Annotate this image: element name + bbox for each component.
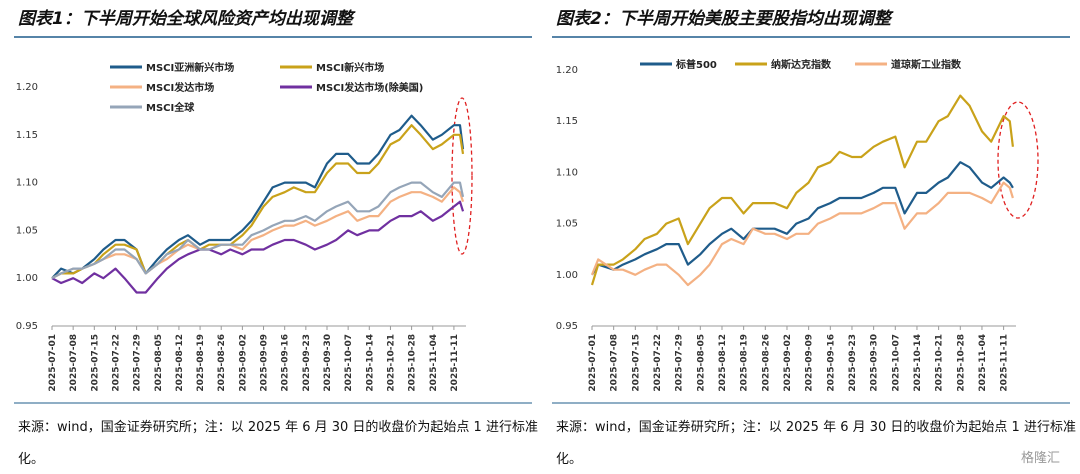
series-line — [51, 186, 465, 280]
y-tick-label: 0.95 — [16, 321, 38, 332]
x-tick-label: 2025-09-09 — [260, 334, 270, 392]
x-tick-label: 2025-10-21 — [386, 334, 396, 392]
x-tick-label: 2025-08-05 — [154, 334, 164, 392]
x-tick-label: 2025-10-21 — [935, 334, 945, 392]
highlight-ellipse — [997, 101, 1039, 219]
x-tick-label: 2025-10-14 — [365, 334, 375, 392]
watermark: 格隆汇 — [1021, 450, 1060, 466]
x-tick-label: 2025-09-02 — [783, 334, 793, 392]
x-tick-label: 2025-11-11 — [1000, 334, 1010, 392]
y-tick-label: 1.05 — [556, 219, 578, 230]
x-tick-label: 2025-11-11 — [450, 334, 460, 392]
x-tick-label: 2025-10-14 — [913, 334, 923, 392]
x-tick-label: 2025-08-19 — [740, 334, 750, 392]
x-tick-label: 2025-11-04 — [429, 334, 439, 392]
y-tick-label: 1.15 — [556, 116, 578, 127]
legend-label: 标普500 — [675, 58, 717, 71]
series-line — [590, 181, 1014, 287]
legend-label: MSCI发达市场(除美国) — [316, 81, 423, 94]
x-tick-label: 2025-11-04 — [978, 334, 988, 392]
x-tick-label: 2025-08-26 — [761, 334, 771, 392]
series-line — [51, 200, 465, 294]
series-line — [51, 181, 465, 280]
x-tick-label: 2025-10-28 — [408, 334, 418, 392]
x-tick-label: 2025-08-12 — [718, 334, 728, 392]
x-tick-label: 2025-07-15 — [631, 334, 641, 392]
x-tick-label: 2025-09-02 — [238, 334, 248, 392]
x-tick-label: 2025-09-30 — [323, 334, 333, 392]
legend-label: MSCI亚洲新兴市场 — [146, 61, 234, 74]
x-tick-label: 2025-08-12 — [175, 334, 185, 392]
legend-label: 纳斯达克指数 — [771, 58, 832, 71]
x-tick-label: 2025-07-22 — [653, 334, 663, 392]
y-tick-label: 1.00 — [16, 273, 38, 284]
x-tick-label: 2025-07-01 — [588, 334, 598, 392]
x-tick-label: 2025-07-01 — [48, 334, 58, 392]
legend-label: MSCI新兴市场 — [316, 61, 384, 74]
y-tick-label: 1.10 — [556, 167, 578, 178]
y-tick-label: 0.95 — [556, 321, 578, 332]
source-note: 来源：wind，国金证券研究所；注：以 2025 年 6 月 30 日的收盘价为… — [556, 420, 1076, 467]
x-tick-label: 2025-08-05 — [696, 334, 706, 392]
legend-label: 道琼斯工业指数 — [891, 58, 962, 71]
chart-title: 图表2：下半周开始美股主要股指均出现调整 — [556, 9, 894, 29]
y-tick-label: 1.10 — [16, 178, 38, 189]
x-tick-label: 2025-07-22 — [111, 334, 121, 392]
x-tick-label: 2025-07-08 — [69, 334, 79, 392]
x-tick-label: 2025-07-08 — [610, 334, 620, 392]
legend-label: MSCI全球 — [146, 101, 195, 114]
series-line — [591, 161, 1014, 276]
series-line — [51, 124, 465, 280]
y-tick-label: 1.05 — [16, 225, 38, 236]
y-tick-label: 1.20 — [556, 65, 578, 76]
source-note: 来源：wind，国金证券研究所；注：以 2025 年 6 月 30 日的收盘价为… — [18, 420, 538, 467]
y-tick-label: 1.15 — [16, 130, 38, 141]
chart-title: 图表1：下半周开始全球风险资产均出现调整 — [18, 9, 356, 29]
y-tick-label: 1.20 — [16, 82, 38, 93]
x-tick-label: 2025-09-16 — [826, 334, 836, 392]
legend-label: MSCI发达市场 — [146, 81, 214, 94]
x-tick-label: 2025-10-07 — [891, 334, 901, 392]
x-tick-label: 2025-09-30 — [870, 334, 880, 392]
series-line — [590, 94, 1014, 286]
x-tick-label: 2025-08-26 — [217, 334, 227, 392]
x-tick-label: 2025-07-15 — [90, 334, 100, 392]
x-tick-label: 2025-08-19 — [196, 334, 206, 392]
x-tick-label: 2025-09-23 — [848, 334, 858, 392]
y-tick-label: 1.00 — [556, 270, 578, 281]
x-tick-label: 2025-09-16 — [281, 334, 291, 392]
x-tick-label: 2025-07-29 — [133, 334, 143, 392]
x-tick-label: 2025-09-09 — [805, 334, 815, 392]
highlight-ellipse — [451, 97, 473, 255]
series-line — [51, 114, 465, 279]
x-tick-label: 2025-07-29 — [675, 334, 685, 392]
x-tick-label: 2025-10-28 — [956, 334, 966, 392]
x-tick-label: 2025-10-07 — [344, 334, 354, 392]
x-tick-label: 2025-09-23 — [302, 334, 312, 392]
